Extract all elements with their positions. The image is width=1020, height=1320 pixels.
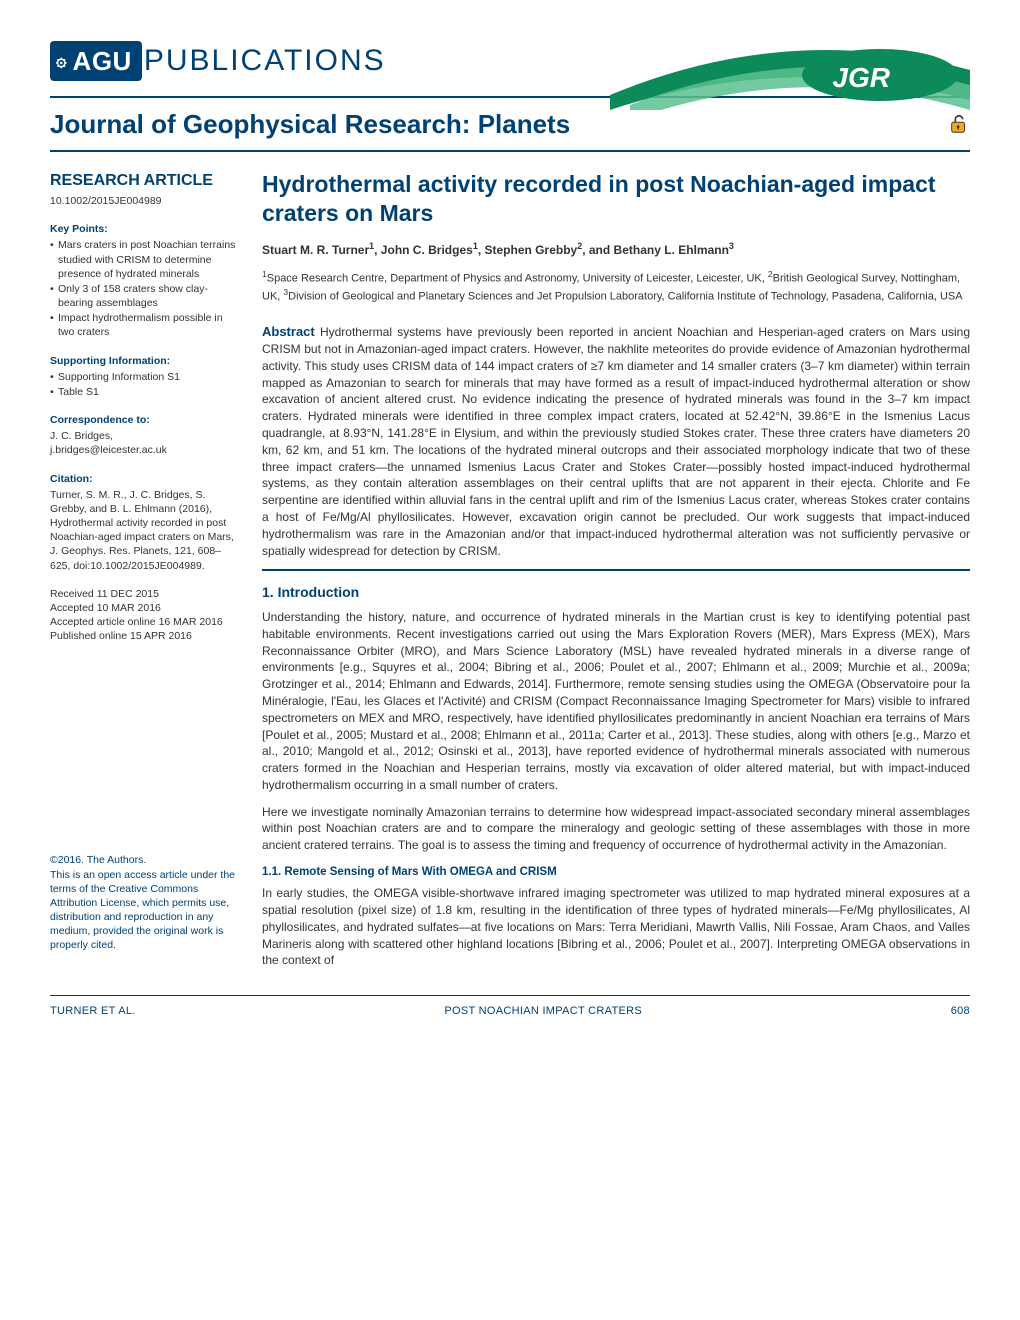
supporting-item: Table S1: [50, 385, 240, 399]
publications-wordmark: PUBLICATIONS: [144, 40, 386, 82]
section-divider: [262, 569, 970, 571]
body-paragraph: In early studies, the OMEGA visible-shor…: [262, 885, 970, 969]
journal-title: Journal of Geophysical Research: Planets: [50, 106, 570, 142]
key-points-list: Mars craters in post Noachian terrains s…: [50, 238, 240, 339]
license-text: This is an open access article under the…: [50, 868, 240, 953]
agu-logo-mark: AGU: [50, 41, 142, 81]
footer-authors: TURNER ET AL.: [50, 1004, 136, 1019]
correspondence-block: Correspondence to: J. C. Bridges, j.brid…: [50, 413, 240, 458]
main-column: Hydrothermal activity recorded in post N…: [262, 170, 970, 979]
supporting-item: Supporting Information S1: [50, 370, 240, 384]
copyright-line: ©2016. The Authors.: [50, 853, 240, 867]
date-accepted: Accepted 10 MAR 2016: [50, 601, 240, 615]
subsection-heading: 1.1. Remote Sensing of Mars With OMEGA a…: [262, 864, 970, 880]
correspondence-heading: Correspondence to:: [50, 413, 240, 427]
footer-page-number: 608: [951, 1004, 970, 1019]
left-sidebar: RESEARCH ARTICLE 10.1002/2015JE004989 Ke…: [50, 170, 240, 979]
supporting-info-heading: Supporting Information:: [50, 354, 240, 368]
article-title: Hydrothermal activity recorded in post N…: [262, 170, 970, 228]
page-footer: TURNER ET AL. POST NOACHIAN IMPACT CRATE…: [50, 995, 970, 1019]
citation-text: Turner, S. M. R., J. C. Bridges, S. Greb…: [50, 488, 240, 573]
content-grid: RESEARCH ARTICLE 10.1002/2015JE004989 Ke…: [50, 170, 970, 979]
key-point-item: Only 3 of 158 craters show clay-bearing …: [50, 282, 240, 310]
supporting-info-block: Supporting Information: Supporting Infor…: [50, 354, 240, 400]
doi: 10.1002/2015JE004989: [50, 194, 240, 208]
key-point-item: Impact hydrothermalism possible in two c…: [50, 311, 240, 339]
key-point-item: Mars craters in post Noachian terrains s…: [50, 238, 240, 281]
correspondence-email: j.bridges@leicester.ac.uk: [50, 443, 240, 457]
citation-heading: Citation:: [50, 472, 240, 486]
abstract-text: Hydrothermal systems have previously bee…: [262, 325, 970, 558]
date-received: Received 11 DEC 2015: [50, 587, 240, 601]
key-points-heading: Key Points:: [50, 222, 240, 236]
jgr-badge: JGR: [610, 40, 970, 110]
date-accepted-online: Accepted article online 16 MAR 2016: [50, 615, 240, 629]
abstract-label: Abstract: [262, 324, 315, 339]
intro-paragraph: Understanding the history, nature, and o…: [262, 609, 970, 794]
citation-block: Citation: Turner, S. M. R., J. C. Bridge…: [50, 472, 240, 573]
author-list: Stuart M. R. Turner1, John C. Bridges1, …: [262, 240, 970, 259]
dates-block: Received 11 DEC 2015 Accepted 10 MAR 201…: [50, 587, 240, 644]
copyright-block: ©2016. The Authors. This is an open acce…: [50, 853, 240, 952]
article-type: RESEARCH ARTICLE: [50, 170, 240, 192]
key-points-block: Key Points: Mars craters in post Noachia…: [50, 222, 240, 339]
correspondence-name: J. C. Bridges,: [50, 429, 240, 443]
open-access-lock-icon: [948, 113, 970, 135]
supporting-info-list: Supporting Information S1 Table S1: [50, 370, 240, 399]
jgr-arc-graphic: [610, 40, 970, 110]
intro-paragraph: Here we investigate nominally Amazonian …: [262, 804, 970, 854]
footer-running-title: POST NOACHIAN IMPACT CRATERS: [444, 1004, 642, 1019]
publication-header: AGU PUBLICATIONS JGR Journal of Geophysi…: [50, 40, 970, 152]
affiliations: 1Space Research Centre, Department of Ph…: [262, 269, 970, 305]
date-published: Published online 15 APR 2016: [50, 629, 240, 643]
intro-heading: 1. Introduction: [262, 583, 970, 603]
abstract: Abstract Hydrothermal systems have previ…: [262, 323, 970, 560]
jgr-badge-text: JGR: [832, 58, 890, 97]
